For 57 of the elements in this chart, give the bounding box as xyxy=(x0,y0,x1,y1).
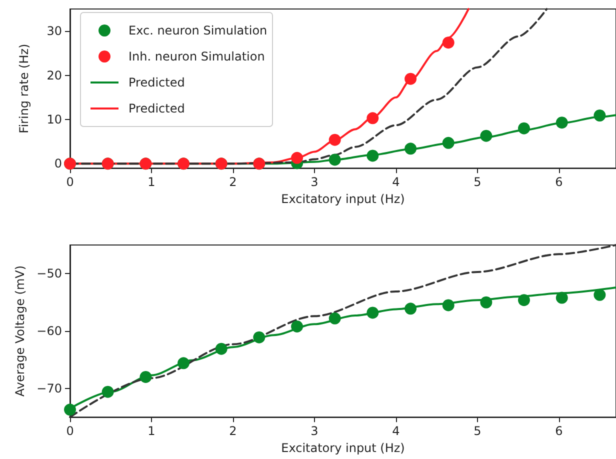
point xyxy=(594,110,606,122)
y-tick-label: −70 xyxy=(36,381,62,396)
legend-label: Predicted xyxy=(128,76,185,90)
point xyxy=(64,404,76,416)
x-axis-title: Excitatory input (Hz) xyxy=(281,441,405,455)
x-tick-label: 0 xyxy=(66,175,74,190)
x-tick-label: 5 xyxy=(474,175,482,190)
point xyxy=(102,386,114,398)
y-tick-label: −50 xyxy=(36,266,62,281)
point xyxy=(328,154,341,166)
x-tick-label: 6 xyxy=(555,424,563,438)
point xyxy=(518,294,530,306)
x-tick-label: 2 xyxy=(229,175,237,190)
point xyxy=(404,72,417,85)
point xyxy=(178,357,190,370)
legend-label: Exc. neuron Simulation xyxy=(128,24,268,38)
point xyxy=(442,36,454,49)
point xyxy=(594,288,606,301)
point xyxy=(366,306,379,319)
x-tick-label: 6 xyxy=(555,175,563,190)
point xyxy=(215,342,228,355)
legend-label: Predicted xyxy=(128,102,185,116)
x-tick-label: 1 xyxy=(148,175,156,190)
point xyxy=(253,331,266,344)
y-tick-label: −60 xyxy=(36,324,62,338)
point xyxy=(556,116,568,129)
x-tick-label: 4 xyxy=(392,175,400,190)
legend-label: Inh. neuron Simulation xyxy=(128,50,265,64)
x-tick-label: 2 xyxy=(229,424,237,438)
x-tick-label: 1 xyxy=(148,424,156,438)
point xyxy=(480,130,492,142)
y-tick-label: 20 xyxy=(46,68,62,82)
point xyxy=(442,299,454,312)
y-tick-label: 30 xyxy=(46,24,62,38)
x-tick-label: 3 xyxy=(310,175,318,190)
point xyxy=(328,312,341,324)
x-tick-label: 0 xyxy=(66,424,74,438)
point xyxy=(442,136,454,149)
x-tick-label: 3 xyxy=(310,424,318,438)
y-tick-label: 0 xyxy=(54,156,62,171)
y-tick-label: 10 xyxy=(46,112,62,126)
point xyxy=(480,296,492,308)
point xyxy=(518,122,530,134)
point xyxy=(404,142,417,155)
y-axis-title: Average Voltage (mV) xyxy=(12,265,27,397)
y-axis-title: Firing rate (Hz) xyxy=(17,44,31,134)
point xyxy=(328,134,341,146)
point xyxy=(140,370,152,383)
point xyxy=(366,112,379,124)
point xyxy=(291,152,304,164)
point xyxy=(404,302,417,315)
point xyxy=(291,320,304,332)
x-tick-label: 4 xyxy=(392,424,400,438)
x-axis-title: Excitatory input (Hz) xyxy=(281,192,405,206)
x-tick-label: 5 xyxy=(474,424,482,438)
point xyxy=(556,292,568,304)
point xyxy=(366,150,379,162)
